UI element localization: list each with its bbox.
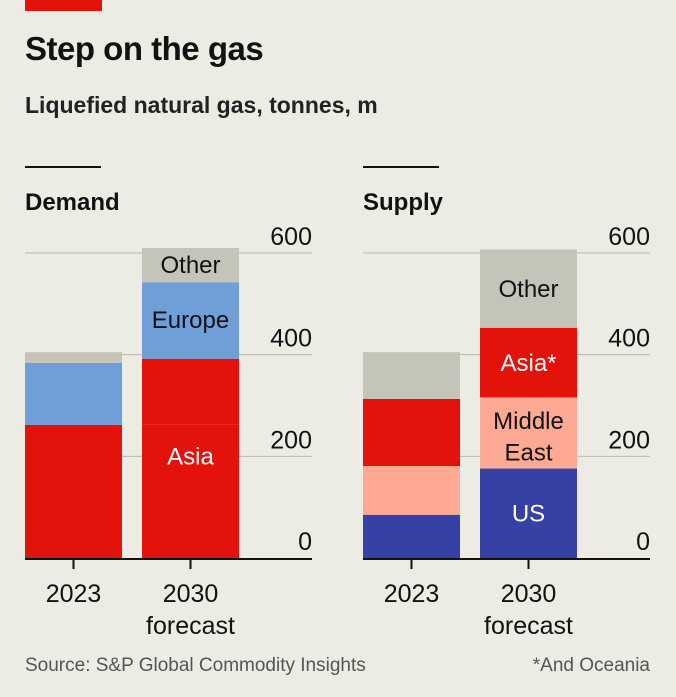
- source-note: Source: S&P Global Commodity Insights: [25, 655, 366, 676]
- y-tick-label: 400: [608, 325, 650, 353]
- bar-segment: [25, 352, 122, 363]
- bar-segment: [363, 398, 460, 466]
- y-tick-label: 200: [270, 426, 312, 454]
- chart-title: Step on the gas: [25, 30, 264, 67]
- y-tick-label: 0: [636, 528, 650, 556]
- bar-segment: [363, 514, 460, 558]
- y-tick-label: 600: [608, 223, 650, 251]
- bar-segment: [142, 247, 239, 283]
- x-tick-label: 2030: [501, 580, 557, 608]
- bar-segment: [480, 249, 577, 328]
- y-tick-label: 400: [270, 325, 312, 353]
- y-tick-label: 0: [298, 528, 312, 556]
- panel-title: Supply: [363, 189, 444, 216]
- bar-segment: [363, 465, 460, 515]
- chart-subtitle: Liquefied natural gas, tonnes, m: [25, 92, 378, 118]
- panel-title: Demand: [25, 189, 120, 216]
- bar-segment: [480, 327, 577, 398]
- y-tick-label: 600: [270, 223, 312, 251]
- bar-segment: [142, 282, 239, 359]
- footnote: *And Oceania: [532, 655, 650, 676]
- bar-series-label: Other: [498, 276, 558, 303]
- bar-segment: [480, 397, 577, 469]
- bar-segment: [480, 468, 577, 558]
- bar-series-label: Middle: [493, 408, 564, 435]
- x-tick-sublabel: forecast: [146, 612, 235, 640]
- y-tick-label: 200: [608, 426, 650, 454]
- bar-segment: [142, 358, 239, 425]
- x-tick-label: 2023: [384, 580, 440, 608]
- x-tick-label: 2030: [163, 580, 219, 608]
- bar-series-label: US: [512, 500, 545, 527]
- bar-segment: [363, 352, 460, 399]
- bar-segment: [25, 424, 122, 558]
- x-tick-label: 2023: [46, 580, 102, 608]
- brand-red-bar: [25, 0, 102, 11]
- bar-series-label: Europe: [152, 307, 229, 334]
- bar-series-label: Asia: [167, 443, 214, 470]
- bar-series-label: Other: [160, 252, 220, 279]
- bar-series-label: Asia*: [500, 350, 556, 377]
- bar-series-label: East: [504, 439, 552, 466]
- bar-segment: [142, 424, 239, 558]
- x-tick-sublabel: forecast: [484, 612, 573, 640]
- bar-segment: [25, 362, 122, 425]
